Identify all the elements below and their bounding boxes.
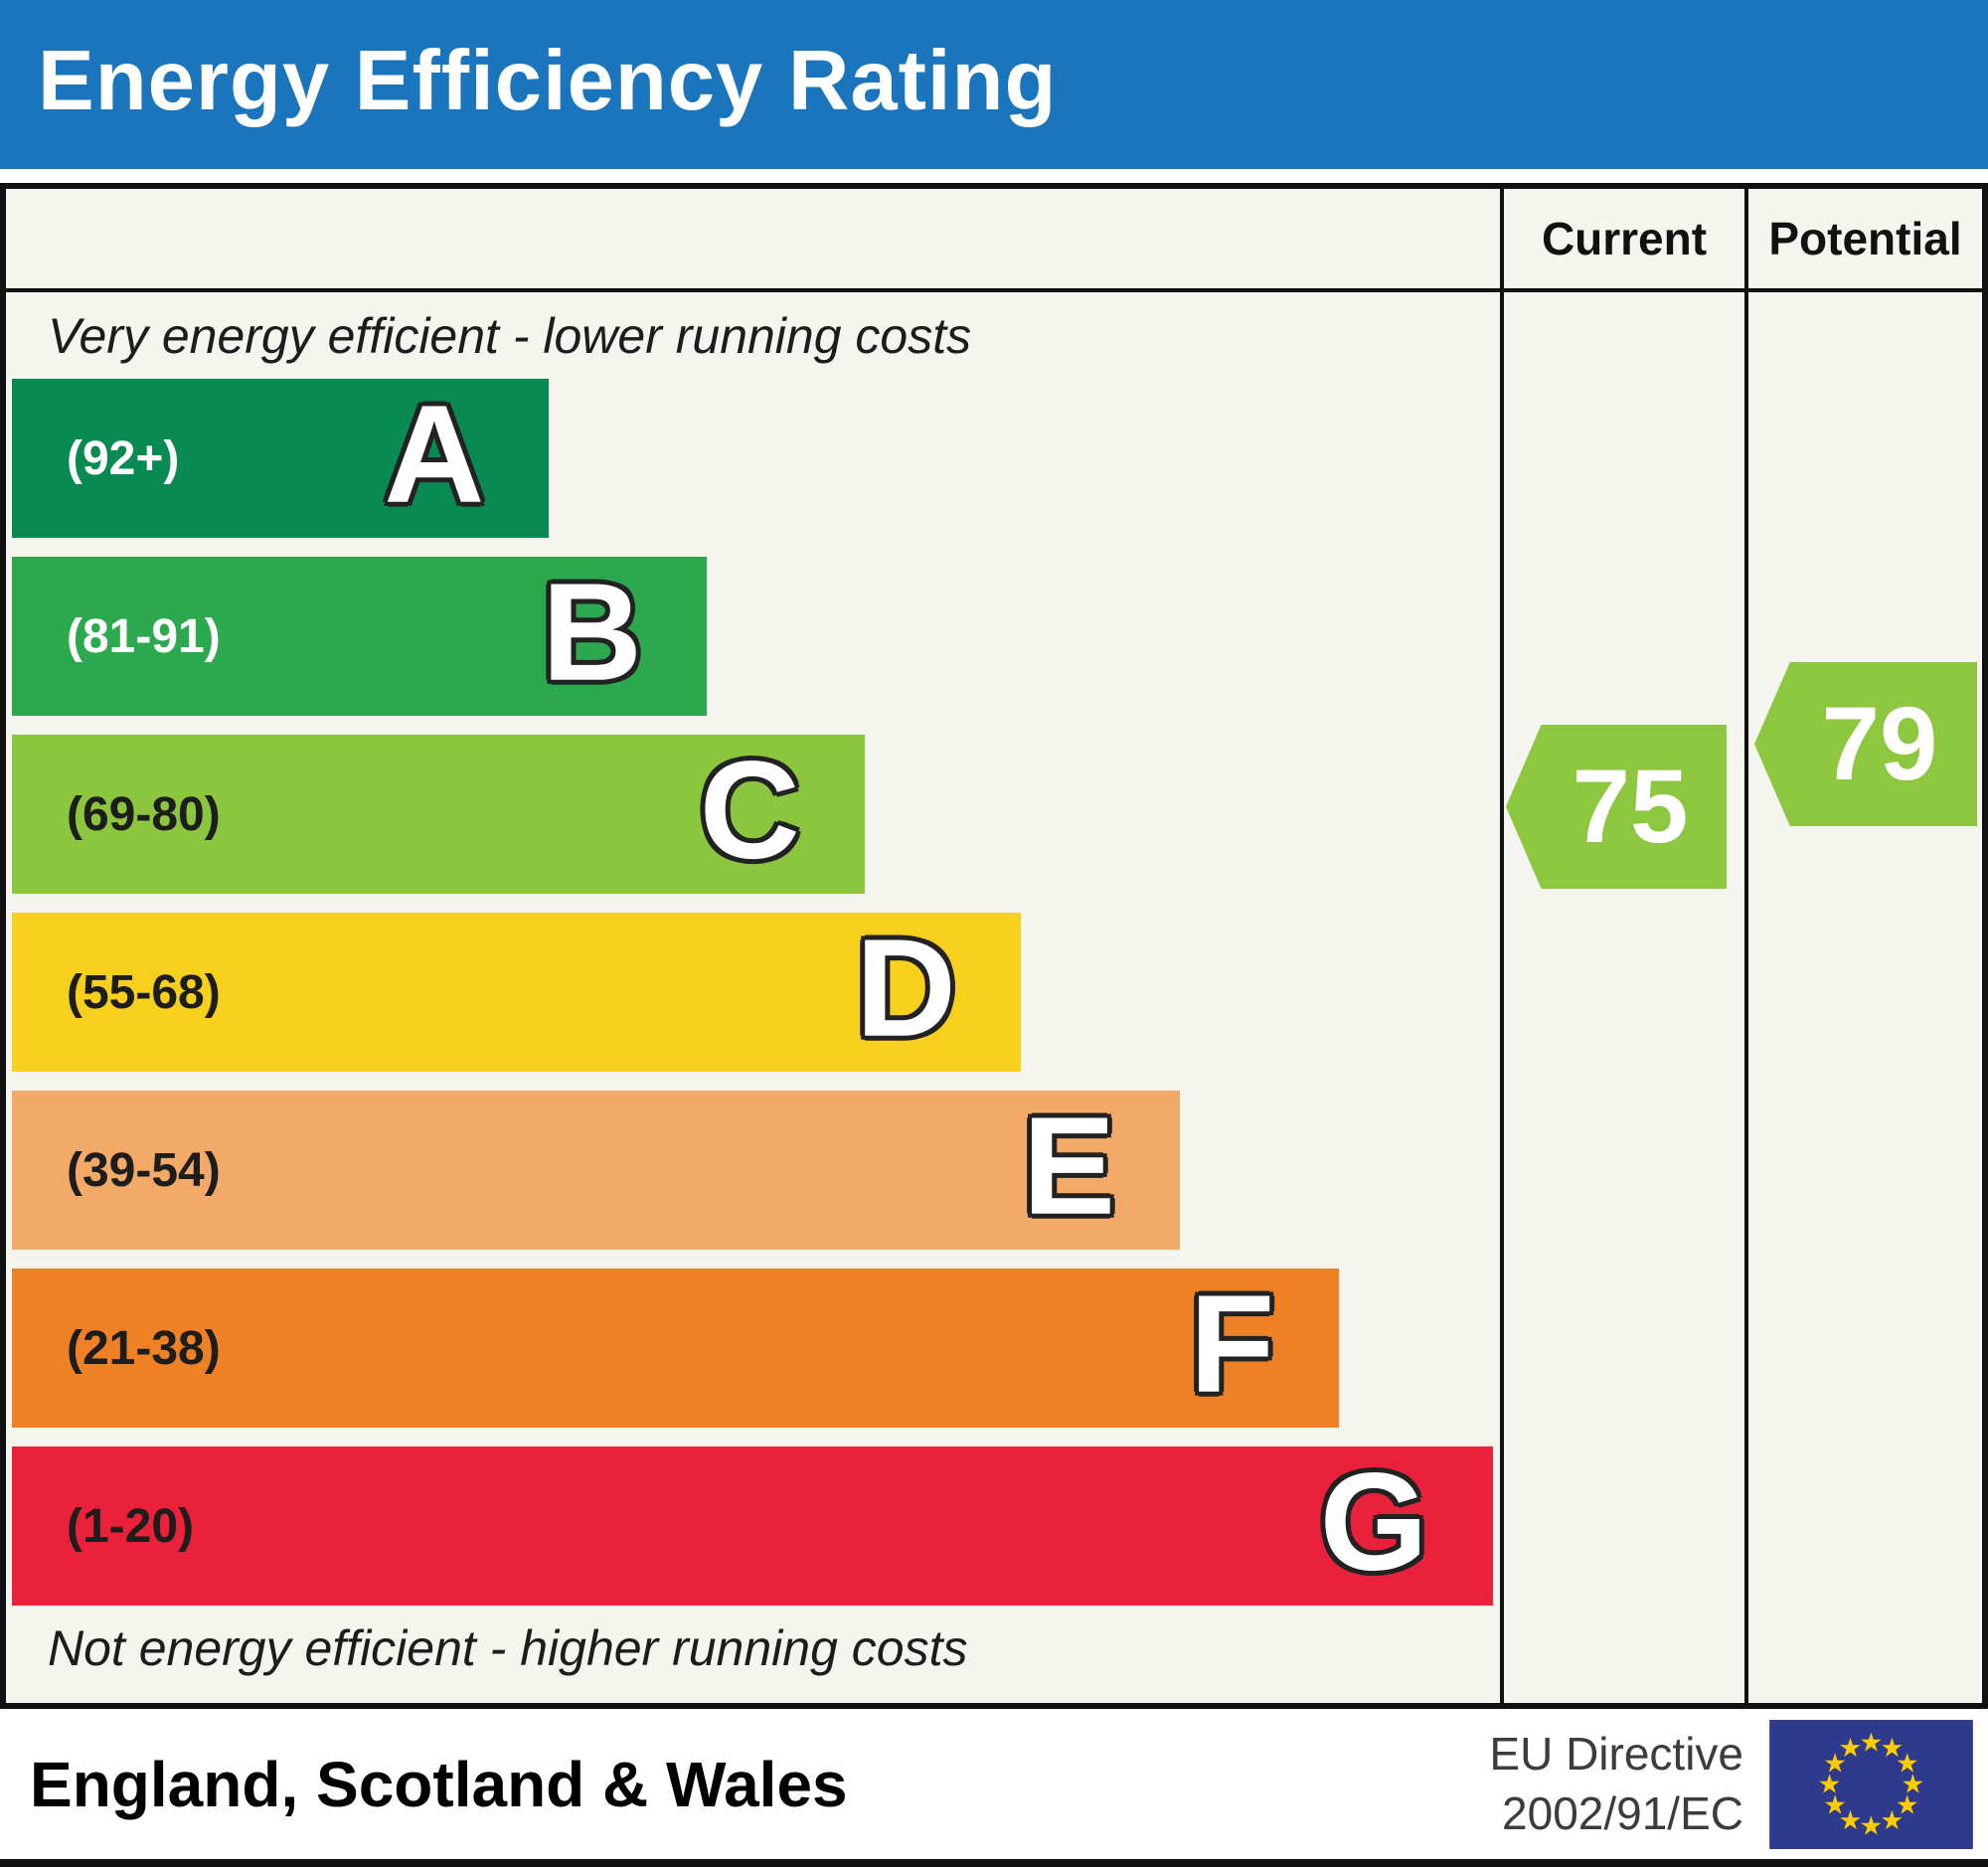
potential-rating-arrow: 79 [1754,662,1977,826]
band-letter: A [384,375,485,532]
band-bar: (81-91) B [12,553,708,716]
svg-text:★: ★ [1818,1769,1842,1798]
band-range-label: (55-68) [67,965,221,1019]
title-bar: Energy Efficiency Rating [0,0,1988,169]
rating-table: Current Potential Very energy efficient … [0,183,1988,1709]
eu-directive-label: EU Directive 2002/91/EC [1489,1725,1743,1844]
page-title: Energy Efficiency Rating [38,34,1058,128]
band-letter: C [699,731,800,888]
svg-text:★: ★ [1823,1789,1847,1819]
svg-text:★: ★ [1860,1810,1884,1840]
svg-text:★: ★ [1896,1748,1919,1778]
svg-text:★: ★ [1860,1727,1884,1757]
current-rating-value: 75 [1572,748,1689,865]
region-label: England, Scotland & Wales [30,1748,848,1820]
svg-text:★: ★ [1902,1769,1925,1798]
band-range-label: (39-54) [67,1143,221,1197]
band-range-label: (92+) [67,431,180,485]
band-bar: (39-54) E [12,1087,1181,1250]
potential-column: 79 [1744,292,1982,1703]
caption-bottom: Not energy efficient - higher running co… [48,1620,968,1676]
band-range-label: (1-20) [67,1499,195,1553]
band-range-label: (21-38) [67,1321,221,1375]
band-letter: F [1189,1265,1275,1422]
band-range-label: (81-91) [67,609,221,663]
potential-column-header: Potential [1744,189,1982,292]
bands-area: Very energy efficient - lower running co… [6,292,1500,1703]
band-letter: D [855,909,956,1066]
band-range-label: (69-80) [67,787,221,841]
footer: England, Scotland & Wales EU Directive 2… [0,1709,1988,1867]
current-column-header: Current [1500,189,1744,292]
eu-directive-line1: EU Directive [1489,1727,1743,1780]
svg-text:★: ★ [1881,1804,1905,1834]
band-letter: E [1022,1087,1116,1244]
band-bar: (69-80) C [12,735,865,894]
band-bar: (21-38) F [12,1265,1340,1428]
potential-rating-value: 79 [1821,685,1938,802]
band-bar: (92+) A [12,375,550,538]
svg-text:★: ★ [1881,1733,1905,1763]
current-rating-arrow: 75 [1506,725,1727,889]
svg-text:★: ★ [1839,1733,1863,1763]
svg-text:★: ★ [1839,1804,1863,1834]
current-column: 75 [1500,292,1744,1703]
band-bar: (55-68) D [12,913,1021,1072]
band-bar: (1-20) G [12,1446,1493,1606]
band-letter: G [1319,1443,1428,1600]
svg-text:★: ★ [1823,1748,1847,1778]
table-corner-cell [6,189,1500,292]
svg-text:★: ★ [1896,1789,1919,1819]
eu-directive-line2: 2002/91/EC [1502,1786,1743,1839]
band-bars: (92+) A (81-91) B (69-80) C (55-68) D (3… [6,379,1500,1606]
band-letter: B [541,553,643,710]
eu-flag-icon: ★ ★ ★ ★ ★ ★ ★ ★ ★ ★ ★ ★ [1769,1719,1973,1849]
caption-top: Very energy efficient - lower running co… [48,307,972,364]
